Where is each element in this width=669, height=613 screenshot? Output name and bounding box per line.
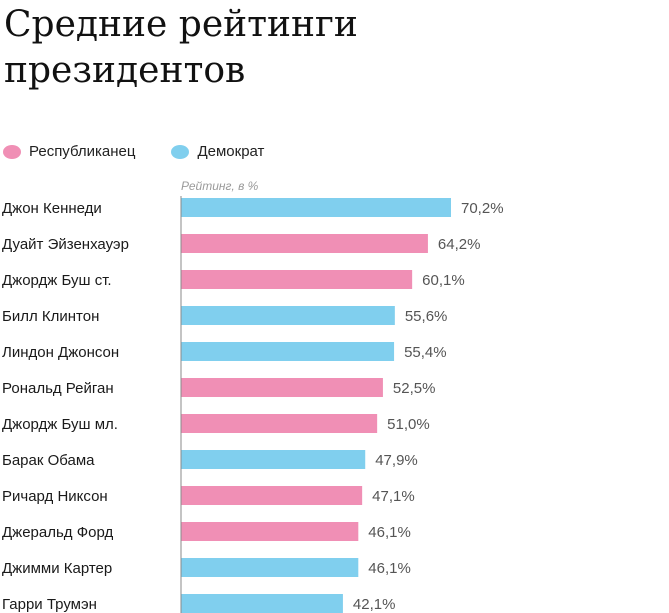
- category-label: Линдон Джонсон: [2, 344, 119, 361]
- value-label: 47,9%: [375, 452, 418, 469]
- value-label: 42,1%: [353, 596, 396, 613]
- value-label: 47,1%: [372, 488, 415, 505]
- bar: [181, 486, 363, 505]
- value-label: 55,4%: [404, 344, 447, 361]
- bar: [181, 522, 359, 541]
- legend-item-democrat: Демократ: [171, 143, 264, 160]
- category-label: Джон Кеннеди: [2, 200, 102, 217]
- category-label: Джеральд Форд: [2, 524, 113, 541]
- value-label: 52,5%: [393, 380, 436, 397]
- category-label: Джордж Буш мл.: [2, 416, 118, 433]
- legend-item-republican: Республиканец: [3, 143, 135, 160]
- bar: [181, 558, 359, 577]
- category-label: Джимми Картер: [2, 560, 112, 577]
- legend-label-democrat: Демократ: [197, 143, 265, 160]
- category-label: Билл Клинтон: [2, 308, 99, 325]
- category-label: Джордж Буш ст.: [2, 272, 112, 289]
- bar: [181, 450, 366, 469]
- value-label: 64,2%: [438, 236, 481, 253]
- category-label: Дуайт Эйзенхауэр: [2, 236, 129, 253]
- bar: [181, 414, 378, 433]
- category-label: Барак Обама: [2, 452, 95, 469]
- bar: [181, 270, 413, 289]
- legend: Республиканец Демократ: [3, 143, 300, 160]
- bar: [181, 306, 395, 325]
- republican-swatch-icon: [3, 144, 21, 159]
- category-label: Ричард Никсон: [2, 488, 108, 505]
- democrat-swatch-icon: [171, 144, 190, 159]
- legend-label-republican: Республиканец: [29, 143, 136, 160]
- value-label: 55,6%: [405, 308, 448, 325]
- value-label: 60,1%: [422, 272, 465, 289]
- value-label: 70,2%: [461, 200, 504, 217]
- unit-label: Рейтинг, в %: [181, 179, 259, 193]
- category-label: Рональд Рейган: [2, 380, 114, 397]
- chart-title: Средние рейтинги президентов: [4, 4, 358, 91]
- bar: [181, 198, 451, 217]
- bar: [181, 378, 383, 397]
- bar: [181, 342, 395, 361]
- value-label: 46,1%: [368, 524, 411, 541]
- value-label: 51,0%: [387, 416, 430, 433]
- bar: [181, 594, 343, 613]
- category-label: Гарри Трумэн: [2, 596, 97, 613]
- value-label: 46,1%: [368, 560, 411, 577]
- bar: [181, 234, 428, 253]
